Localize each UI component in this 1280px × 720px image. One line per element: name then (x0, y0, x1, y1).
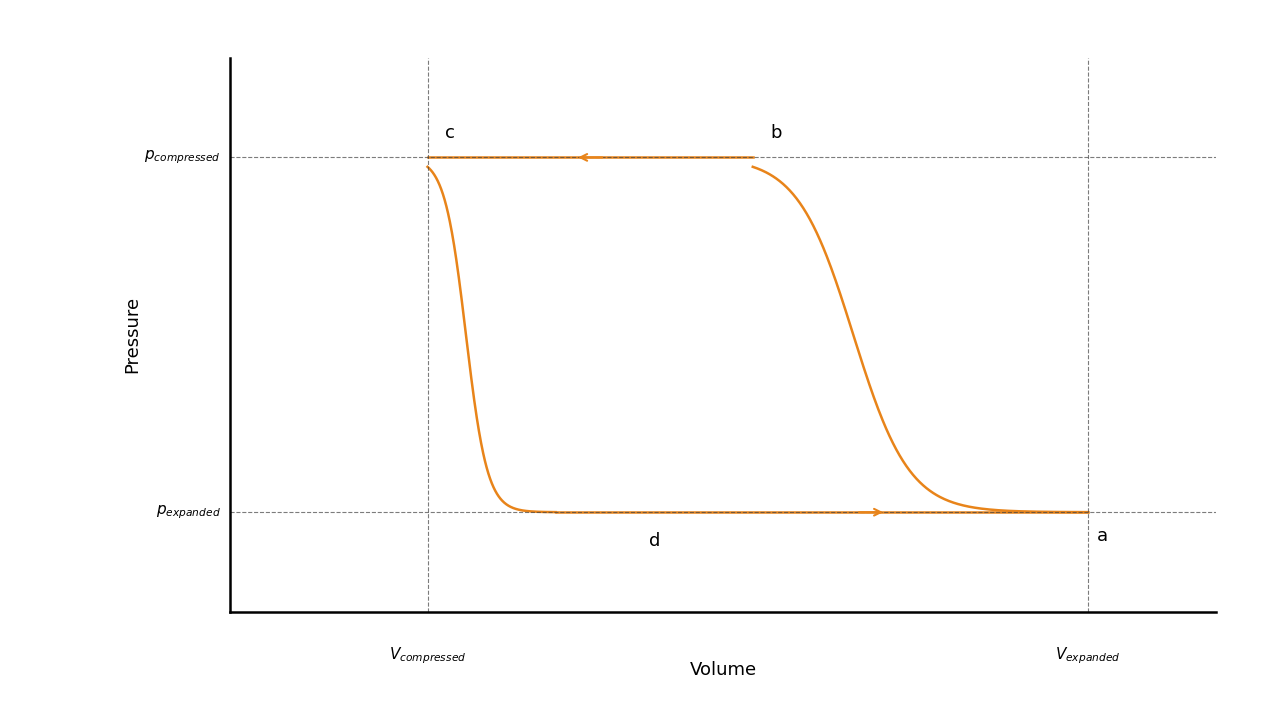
Text: Pressure: Pressure (123, 296, 141, 374)
Text: d: d (649, 532, 660, 550)
X-axis label: Volume: Volume (690, 661, 756, 679)
Text: $V_{expanded}$: $V_{expanded}$ (1055, 645, 1121, 666)
Text: b: b (771, 125, 782, 143)
Text: $p_{compressed}$: $p_{compressed}$ (143, 148, 220, 166)
Text: a: a (1097, 527, 1108, 545)
Text: $p_{expanded}$: $p_{expanded}$ (156, 503, 220, 521)
Text: c: c (445, 125, 456, 143)
Text: $V_{compressed}$: $V_{compressed}$ (389, 645, 466, 666)
